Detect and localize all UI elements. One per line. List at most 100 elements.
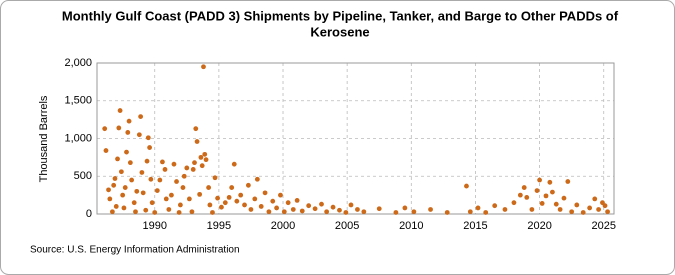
point	[157, 177, 163, 183]
point	[177, 202, 183, 208]
point	[330, 204, 336, 210]
point	[143, 207, 149, 213]
point	[198, 154, 204, 160]
point	[192, 160, 197, 166]
point	[248, 207, 254, 212]
point	[574, 202, 580, 208]
point	[502, 207, 508, 212]
point	[181, 173, 187, 179]
point	[144, 158, 150, 164]
point	[428, 207, 433, 212]
point	[115, 156, 120, 162]
point	[393, 210, 399, 215]
x-tick-label: 2000	[271, 220, 295, 232]
point	[197, 191, 203, 197]
point	[111, 182, 117, 188]
point	[113, 204, 119, 209]
point	[402, 205, 408, 211]
plot-border	[96, 62, 615, 215]
point	[319, 201, 324, 207]
point	[147, 145, 152, 150]
x-tick-label: 2005	[335, 220, 359, 232]
x-tick-label: 1990	[142, 220, 166, 232]
x-tick-label: 2025	[591, 220, 615, 232]
point	[202, 151, 208, 157]
point	[106, 187, 111, 193]
chart-title: Monthly Gulf Coast (PADD 3) Shipments by…	[62, 8, 619, 23]
point	[125, 130, 131, 135]
point	[102, 126, 108, 132]
x-tick-label: 2015	[463, 220, 487, 232]
point	[543, 193, 549, 199]
point	[592, 196, 598, 202]
point	[557, 207, 563, 212]
point	[262, 190, 268, 196]
point	[337, 207, 342, 213]
point	[134, 188, 140, 194]
point	[312, 206, 318, 212]
point	[553, 201, 559, 207]
point	[306, 203, 312, 209]
point	[483, 210, 489, 215]
point	[596, 207, 602, 212]
point	[145, 135, 151, 141]
point	[324, 209, 330, 215]
point	[475, 205, 481, 211]
point	[131, 200, 137, 206]
point	[411, 209, 417, 215]
point	[258, 204, 264, 209]
point	[174, 179, 179, 184]
point	[160, 159, 165, 165]
point	[121, 205, 127, 211]
point	[176, 210, 182, 215]
point	[270, 198, 276, 204]
point	[226, 194, 232, 200]
point	[229, 185, 235, 190]
point	[245, 182, 251, 188]
point	[355, 207, 360, 212]
point	[343, 210, 349, 215]
point	[116, 125, 122, 131]
point	[163, 196, 169, 202]
point	[587, 205, 593, 211]
point	[103, 148, 109, 153]
point	[120, 192, 126, 198]
x-tick-label: 2020	[527, 220, 551, 232]
y-tick-label: 0	[86, 208, 92, 220]
point	[547, 179, 553, 185]
point	[285, 200, 291, 206]
point	[149, 200, 155, 206]
point	[186, 196, 192, 202]
point	[266, 209, 272, 215]
chart-title: Kerosene	[310, 24, 369, 39]
point	[521, 185, 527, 190]
point	[561, 195, 567, 201]
point	[242, 202, 247, 208]
point	[126, 118, 132, 124]
point	[252, 196, 258, 202]
point	[138, 114, 144, 120]
point	[199, 163, 205, 169]
point	[127, 160, 133, 166]
point	[171, 161, 177, 167]
point	[517, 192, 523, 198]
point	[212, 175, 218, 181]
point	[152, 210, 158, 215]
point	[133, 209, 138, 215]
point	[278, 192, 283, 198]
point	[534, 188, 540, 193]
point	[238, 192, 244, 198]
point	[139, 170, 145, 175]
point	[234, 198, 240, 204]
point	[281, 209, 287, 215]
point	[201, 64, 206, 70]
point	[162, 167, 168, 172]
point	[189, 209, 195, 215]
source-note: Source: U.S. Energy Information Administ…	[30, 245, 240, 256]
point	[190, 167, 196, 172]
point	[294, 198, 300, 203]
x-tick-label: 2010	[399, 220, 423, 232]
y-tick-label: 500	[74, 170, 92, 182]
